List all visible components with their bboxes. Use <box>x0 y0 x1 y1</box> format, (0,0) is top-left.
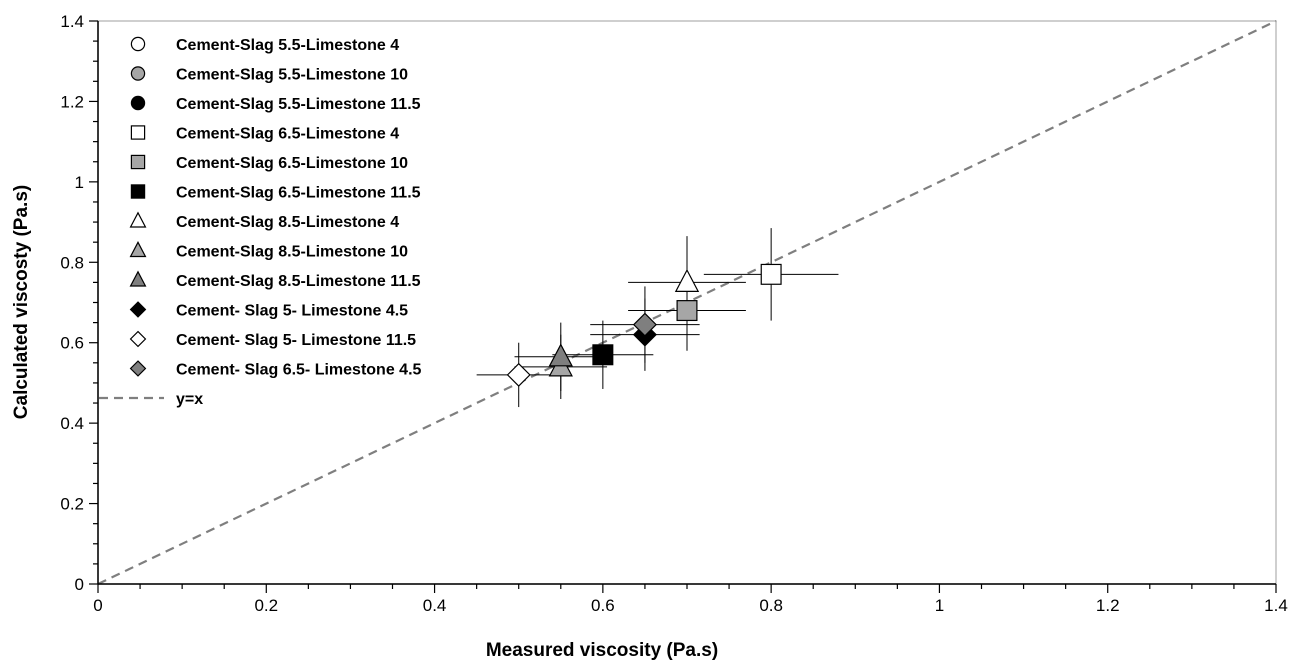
legend-label: Cement-Slag 6.5-Limestone 10 <box>176 155 408 172</box>
x-tick-label: 0 <box>93 596 102 615</box>
y-tick-label: 0.2 <box>60 495 84 514</box>
legend-label: Cement-Slag 5.5-Limestone 11.5 <box>176 96 421 113</box>
legend-label: Cement-Slag 6.5-Limestone 11.5 <box>176 185 421 202</box>
legend-label: Cement- Slag 5- Limestone 11.5 <box>176 332 416 349</box>
data-points-layer <box>506 263 782 387</box>
legend-marker-diamond <box>129 360 147 377</box>
y-tick-label: 0.6 <box>60 334 84 353</box>
y-tick-label: 0.4 <box>60 414 84 433</box>
legend-marker-diamond <box>129 301 147 318</box>
x-tick-label: 0.2 <box>254 596 278 615</box>
legend-marker-circle <box>130 95 146 111</box>
legend-marker-square <box>130 184 146 199</box>
legend-marker-diamond <box>129 330 147 348</box>
y-tick-label: 1 <box>75 173 84 192</box>
legend-label: Cement-Slag 8.5-Limestone 11.5 <box>176 273 421 290</box>
data-point-diamond <box>632 312 657 337</box>
x-tick-label: 0.4 <box>423 596 447 615</box>
legend-marker-triangle <box>129 270 147 287</box>
legend-label: Cement-Slag 6.5-Limestone 4 <box>176 126 399 143</box>
data-point-square <box>592 344 614 366</box>
data-point-triangle <box>674 268 700 292</box>
x-tick-label: 1.2 <box>1096 596 1120 615</box>
legend-label: Cement- Slag 5- Limestone 4.5 <box>176 303 408 320</box>
data-point-square <box>760 263 782 285</box>
legend-label: Cement-Slag 8.5-Limestone 4 <box>176 214 399 231</box>
data-point-triangle <box>548 343 573 367</box>
legend-label: Cement-Slag 8.5-Limestone 10 <box>176 244 408 261</box>
legend-marker-circle <box>130 36 146 52</box>
legend-marker-square <box>130 154 146 170</box>
legend-label: Cement-Slag 5.5-Limestone 10 <box>176 67 408 84</box>
legend-marker-triangle <box>129 241 147 258</box>
legend-label: y=x <box>176 391 203 408</box>
legend-marker-triangle <box>129 211 147 228</box>
x-axis-title: Measured viscosity (Pa.s) <box>486 640 718 661</box>
x-tick-label: 0.8 <box>759 596 783 615</box>
y-tick-label: 1.2 <box>60 92 84 111</box>
y-tick-label: 0 <box>75 575 84 594</box>
legend-label: Cement- Slag 6.5- Limestone 4.5 <box>176 362 422 379</box>
legend-label: Cement-Slag 5.5-Limestone 4 <box>176 37 399 54</box>
legend: Cement-Slag 5.5-Limestone 4 Cement-Slag 5… <box>99 36 422 408</box>
x-tick-label: 0.6 <box>591 596 615 615</box>
data-point-diamond <box>506 362 531 387</box>
data-point-square <box>676 300 698 322</box>
x-tick-label: 1.4 <box>1264 596 1288 615</box>
x-tick-label: 1 <box>935 596 944 615</box>
y-tick-label: 1.4 <box>60 12 84 31</box>
legend-marker-square <box>130 125 146 140</box>
y-axis-title: Calculated viscosty (Pa.s) <box>11 185 32 419</box>
axes-layer: 0 0.2 0.4 0.6 0.8 1 1.2 1.4 0 0.2 0.4 0.6 0.8 1 1.2 1.4 <box>60 12 1287 615</box>
y-tick-label: 0.8 <box>60 253 84 272</box>
legend-marker-circle <box>130 66 146 81</box>
